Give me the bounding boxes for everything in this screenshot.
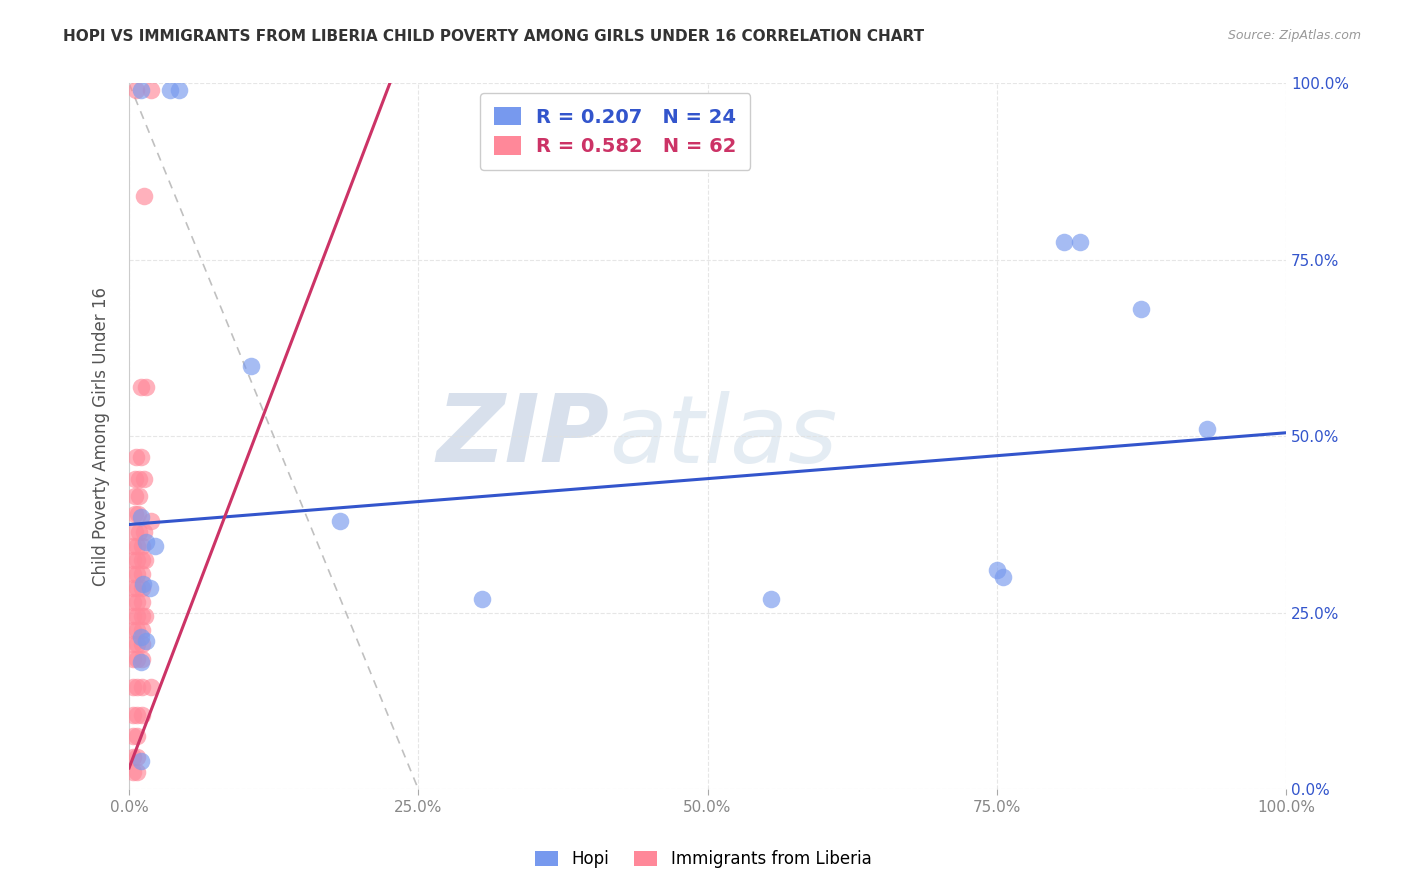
Point <box>131 553 153 567</box>
Point <box>121 750 143 764</box>
Text: Source: ZipAtlas.com: Source: ZipAtlas.com <box>1227 29 1361 43</box>
Point <box>1069 235 1091 250</box>
Point <box>127 680 149 694</box>
Point <box>127 729 149 743</box>
Point <box>131 566 153 581</box>
Point <box>124 472 146 486</box>
Point <box>127 624 149 638</box>
Point <box>127 566 149 581</box>
Point <box>239 359 262 373</box>
Point <box>121 581 143 595</box>
Point <box>131 581 153 595</box>
Point <box>124 489 146 503</box>
Point <box>134 189 156 203</box>
Point <box>129 510 152 524</box>
Point <box>124 507 146 521</box>
Point <box>127 609 149 624</box>
Point <box>127 553 149 567</box>
Point <box>128 524 150 539</box>
Point <box>127 638 149 652</box>
Point <box>121 566 143 581</box>
Point <box>167 83 190 97</box>
Point <box>121 638 143 652</box>
Point <box>329 514 352 528</box>
Point <box>121 624 143 638</box>
Point <box>991 570 1014 584</box>
Point <box>135 634 157 648</box>
Point <box>129 655 152 669</box>
Point <box>139 83 162 97</box>
Point <box>129 380 152 394</box>
Text: ZIP: ZIP <box>436 391 609 483</box>
Text: HOPI VS IMMIGRANTS FROM LIBERIA CHILD POVERTY AMONG GIRLS UNDER 16 CORRELATION C: HOPI VS IMMIGRANTS FROM LIBERIA CHILD PO… <box>63 29 924 45</box>
Point <box>1053 235 1076 250</box>
Point <box>121 553 143 567</box>
Point <box>127 651 149 665</box>
Point <box>471 591 494 606</box>
Point <box>128 489 150 503</box>
Point <box>129 631 152 645</box>
Point <box>127 764 149 779</box>
Point <box>143 539 166 553</box>
Point <box>759 591 782 606</box>
Point <box>134 472 156 486</box>
Point <box>131 708 153 723</box>
Point <box>139 680 162 694</box>
Point <box>132 577 155 591</box>
Y-axis label: Child Poverty Among Girls Under 16: Child Poverty Among Girls Under 16 <box>93 287 110 586</box>
Point <box>129 754 152 768</box>
Point <box>121 680 143 694</box>
Point <box>124 524 146 539</box>
Point <box>121 729 143 743</box>
Point <box>128 472 150 486</box>
Point <box>121 651 143 665</box>
Point <box>131 624 153 638</box>
Point <box>131 595 153 609</box>
Text: atlas: atlas <box>609 391 838 482</box>
Point <box>127 750 149 764</box>
Point <box>121 764 143 779</box>
Point <box>135 380 157 394</box>
Point <box>131 609 153 624</box>
Point <box>121 609 143 624</box>
Point <box>159 83 181 97</box>
Point <box>127 539 149 553</box>
Point <box>127 595 149 609</box>
Point <box>986 563 1008 577</box>
Point <box>125 83 148 97</box>
Point <box>131 539 153 553</box>
Point <box>134 524 156 539</box>
Point <box>121 708 143 723</box>
Point <box>131 651 153 665</box>
Point <box>139 514 162 528</box>
Point <box>139 581 162 595</box>
Point <box>121 539 143 553</box>
Point <box>135 535 157 549</box>
Point <box>134 609 156 624</box>
Point <box>131 638 153 652</box>
Point <box>127 708 149 723</box>
Point <box>131 680 153 694</box>
Point <box>134 553 156 567</box>
Point <box>127 507 149 521</box>
Point <box>129 450 152 465</box>
Legend: Hopi, Immigrants from Liberia: Hopi, Immigrants from Liberia <box>526 842 880 877</box>
Point <box>1197 422 1219 436</box>
Point <box>129 83 152 97</box>
Point <box>1130 302 1153 317</box>
Point <box>127 581 149 595</box>
Legend: R = 0.207   N = 24, R = 0.582   N = 62: R = 0.207 N = 24, R = 0.582 N = 62 <box>479 93 751 170</box>
Point <box>125 450 148 465</box>
Point <box>121 595 143 609</box>
